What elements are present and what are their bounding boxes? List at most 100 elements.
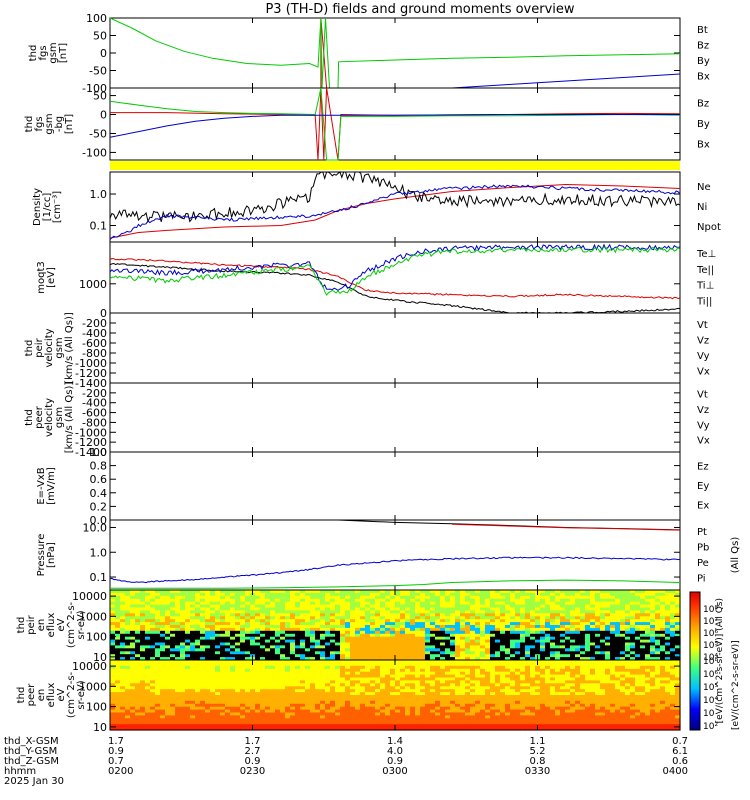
y-tick-label: 0.8 — [90, 460, 108, 473]
series-by — [110, 88, 680, 160]
legend-entry: Bx — [697, 140, 710, 151]
panel-fgs: 100500-50-100thd fgs gsm [nT]BtBzByBx — [28, 12, 710, 95]
panel-fgs-bg: 500-50-100thd fgs gsm -bg [nT]BzByBx — [24, 88, 710, 160]
legend-entry: Vz — [697, 405, 709, 416]
ephemeris-value: 0400 — [663, 766, 688, 777]
colorbar-tick: 10⁳ — [703, 709, 715, 719]
y-tick-label: -50 — [89, 127, 107, 140]
y-tick-label: 0.2 — [90, 500, 108, 513]
panel-peer-velocity: -200-400-600-800-1000-1200-1400thd peer ve… — [24, 382, 710, 459]
legend-entry: Vz — [697, 335, 709, 346]
legend-entry: Pb — [697, 542, 709, 553]
y-tick-label: -50 — [89, 65, 107, 78]
legend-entry: Ni — [697, 202, 707, 213]
y-tick-label: 100 — [86, 631, 107, 644]
series-bx — [110, 115, 680, 138]
y-tick-label: 100 — [86, 701, 107, 714]
panel-frame — [110, 172, 680, 242]
colorbar-label-top: [eV/(cm^2-s-sr-eV)] (All Qs) — [715, 598, 725, 723]
series-ti — [110, 245, 680, 291]
series-ni — [110, 172, 680, 222]
y-tick-label: 10000 — [72, 660, 107, 673]
bad-data-bar — [110, 161, 680, 170]
y-tick-label: 0.4 — [90, 487, 108, 500]
y-axis-label: [nT] — [58, 43, 69, 63]
y-tick-label: 10 — [93, 721, 107, 734]
series-te — [110, 264, 680, 314]
legend-entry: Ey — [697, 481, 709, 492]
y-tick-label: 1.0 — [90, 188, 108, 201]
y-axis-label: [km/s (All Qs)] — [64, 382, 75, 454]
legend-entry: Vy — [697, 351, 710, 362]
y-axis-label: [mV/m] — [46, 467, 57, 505]
panel-frame — [110, 452, 680, 520]
legend-entry: Bz — [697, 98, 709, 109]
series-bz — [110, 88, 680, 160]
series-bz — [110, 18, 338, 88]
legend-entry: Bx — [697, 72, 710, 83]
panel-density: 1.00.1Density [1/cc] [cm⁻³]NeNiNpot — [32, 172, 721, 242]
panel-frame — [110, 313, 680, 383]
series-by — [110, 18, 680, 88]
legend-entry: Ex — [697, 500, 709, 511]
legend-entry: Pi — [697, 574, 706, 585]
y-axis-label: [cm⁻³] — [52, 191, 63, 223]
ephemeris-value: 0200 — [108, 766, 133, 777]
panel-pressure: 10.01.00.1Pressure [nPa]PtPbPePi(All Qs) — [36, 520, 741, 590]
legend-entry: Pt — [697, 527, 707, 538]
plot-title: P3 (TH-D) fields and ground moments over… — [265, 2, 574, 17]
series-ne — [110, 185, 680, 239]
y-tick-label: 0.6 — [90, 473, 108, 486]
y-tick-label: 0 — [100, 109, 107, 122]
legend-entry: By — [697, 56, 710, 67]
panel-peir-velocity: 0-200-400-600-800-1000-1200-1400 thd peir v… — [24, 307, 710, 390]
panel-temperature: 1000 moqt3 [eV] Te⊥ Te|| Ti⊥ Ti|| — [36, 242, 716, 313]
legend-entry: Ti⊥ — [696, 281, 714, 292]
y-tick-label: 1000 — [79, 278, 107, 291]
y-tick-label: 0.1 — [90, 220, 108, 233]
legend-entry: Vx — [697, 367, 710, 378]
legend-entry: Bz — [697, 40, 709, 51]
y-tick-label: -100 — [82, 146, 107, 159]
legend-entry: Ti|| — [696, 296, 712, 307]
legend-entry: By — [697, 119, 710, 130]
y-axis-label: [nPa] — [46, 542, 57, 568]
y-tick-label: 50 — [93, 30, 107, 43]
panel-peer-en-eflux: 10000100010010thd peer en eflux eV (cm^2-s-sr… — [16, 660, 681, 734]
y-axis-label: sr-eV) — [76, 680, 87, 709]
colorbar-label: [eV/(cm^2-s-sr-eV)] — [731, 640, 741, 730]
series-npot — [110, 185, 680, 240]
legend-entry: Npot — [697, 222, 721, 233]
y-tick-label: 0 — [100, 47, 107, 60]
ephemeris-value: 0230 — [240, 766, 265, 777]
y-tick-label: 50 — [93, 90, 107, 103]
legend-entry: Vy — [697, 420, 710, 431]
legend-entry: Bt — [697, 25, 708, 36]
time-axis: thd_X-GSM 1.7 1.7 1.4 1.1 0.7thd_Y-GSM 0.9 2.7 4… — [4, 736, 688, 787]
y-tick-label: 1.0 — [90, 446, 108, 459]
colorbar: 10⁸10⁷10⁶10⁵10⁴10⁸10⁶10⁵10⁴10⁳10² [eV/(cm… — [690, 592, 741, 732]
legend-entry: Ez — [697, 462, 709, 473]
legend-entry: Te⊥ — [696, 249, 716, 260]
y-tick-label: 100 — [86, 12, 107, 25]
legend-entry: Ne — [697, 182, 711, 193]
ephemeris-value: 0330 — [525, 766, 550, 777]
legend-entry: Pe — [697, 558, 709, 569]
y-tick-label: 0.1 — [90, 571, 108, 584]
legend-entry: Vt — [697, 390, 708, 401]
panel-frame — [110, 18, 680, 88]
panel-right-label: (All Qs) — [730, 537, 741, 574]
series-bx — [424, 74, 681, 88]
legend-entry: Vx — [697, 436, 710, 447]
legend-entry: Te|| — [696, 265, 714, 276]
y-tick-label: 10.0 — [83, 521, 108, 534]
legend-entry: Vt — [697, 320, 708, 331]
date-label: 2025 Jan 30 — [4, 776, 64, 787]
panel-frame — [110, 383, 680, 452]
ephemeris-value: 0300 — [382, 766, 407, 777]
series-pi — [110, 557, 680, 583]
y-axis-label: [km/s (All Qs)] — [64, 312, 75, 384]
panel-peir-en-eflux: 10000100010010thd peir en eflux eV (cm^2-s-sr… — [16, 590, 681, 664]
series-ti — [110, 247, 680, 295]
